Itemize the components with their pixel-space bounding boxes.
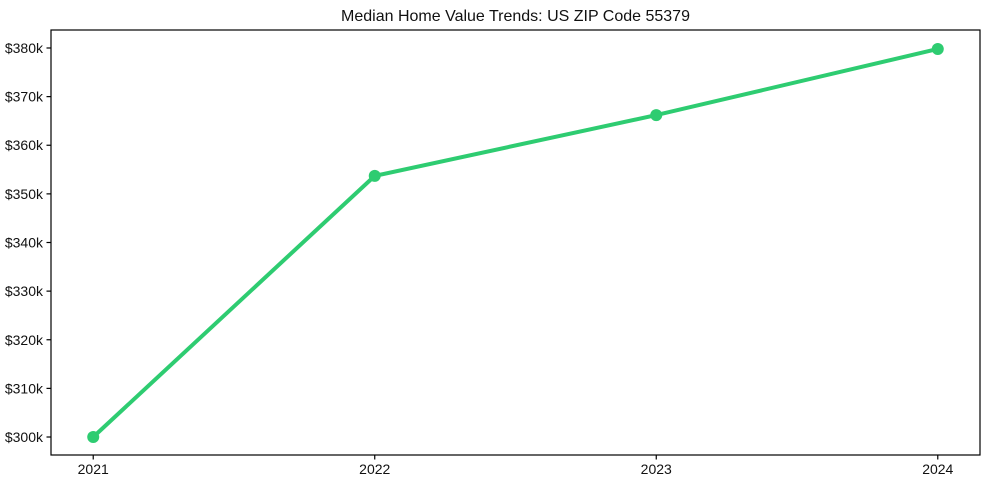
x-tick-label: 2022 [359,461,390,477]
y-tick-label: $370k [5,89,44,105]
plot-border [50,29,981,456]
data-point-2024 [931,42,944,55]
y-tick-label: $360k [5,137,44,153]
data-point-2023 [650,109,663,122]
y-tick-label: $310k [5,380,44,396]
x-tick-label: 2024 [922,461,953,477]
data-point-2022 [368,169,381,182]
y-tick-label: $300k [5,429,44,445]
data-point-2021 [87,431,100,444]
y-tick-label: $330k [5,283,44,299]
y-tick-label: $380k [5,40,44,56]
y-tick-label: $340k [5,235,44,251]
y-tick-label: $350k [5,186,44,202]
trend-line [91,46,940,440]
chart-title: Median Home Value Trends: US ZIP Code 55… [341,8,690,25]
x-tick-label: 2021 [78,461,109,477]
y-tick-label: $320k [5,332,44,348]
x-tick-label: 2023 [641,461,672,477]
